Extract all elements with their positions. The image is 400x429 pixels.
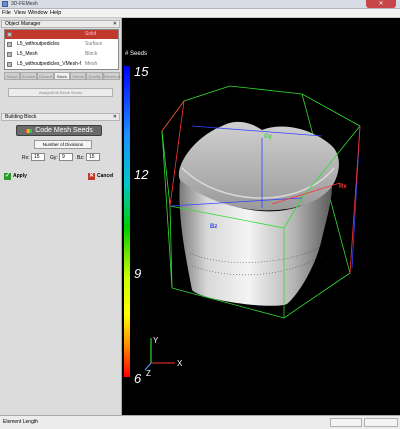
number-of-divisions-button[interactable]: Number of Divisions xyxy=(34,140,92,149)
status-cell xyxy=(330,418,362,427)
rx-axis-label: Rx xyxy=(339,184,347,190)
gy-label: Gy: xyxy=(50,155,58,161)
object-row-block[interactable]: L5_Mesh Block xyxy=(5,50,118,59)
object-type: Block xyxy=(85,51,98,57)
orientation-triad: Y X Z xyxy=(144,336,183,378)
object-manager-header: Object Manager ✕ xyxy=(1,20,120,28)
object-manager-title: Object Manager xyxy=(5,21,41,27)
object-row-mesh[interactable]: L5_withoutpedicles_VMesh-f Mesh xyxy=(5,60,118,69)
bz-label: Bz: xyxy=(77,155,85,161)
object-manager-close-icon[interactable]: ✕ xyxy=(112,21,117,27)
bz-axis-label: Bz xyxy=(210,224,217,230)
building-block-header: Building Block ✕ xyxy=(1,113,120,121)
object-icon xyxy=(7,62,12,67)
menu-window[interactable]: Window xyxy=(28,10,48,16)
apply-button[interactable]: ✓ Apply xyxy=(4,172,34,181)
tab-dissect[interactable]: Dissect xyxy=(37,72,54,80)
left-panel: Object Manager ✕ Solid L5_withoutpedicle… xyxy=(0,18,122,415)
tool-tabs: Shape Surface Dissect Block Seeds Qualit… xyxy=(4,72,121,80)
object-name: L5_Mesh xyxy=(17,51,38,57)
menu-help[interactable]: Help xyxy=(50,10,62,16)
colorbar-tick-9: 9 xyxy=(134,266,141,281)
tab-shape[interactable]: Shape xyxy=(4,72,20,80)
gy-input[interactable]: 9 xyxy=(59,153,73,161)
y-axis-label: Y xyxy=(153,336,159,345)
3d-viewport[interactable]: # Seeds 15 12 9 6 xyxy=(122,18,400,415)
check-icon: ✓ xyxy=(4,173,11,180)
rx-input[interactable]: 15 xyxy=(31,153,45,161)
object-name: L5_withoutpedicles xyxy=(17,41,60,47)
close-icon: ✕ xyxy=(88,173,95,180)
colorbar-tick-6: 6 xyxy=(134,371,142,386)
viewport-canvas[interactable]: # Seeds 15 12 9 6 xyxy=(122,18,400,415)
bz-input[interactable]: 15 xyxy=(86,153,100,161)
object-type: Mesh xyxy=(85,61,98,67)
building-block-title: Building Block xyxy=(5,114,37,120)
app-icon xyxy=(2,1,8,7)
object-icon xyxy=(7,32,12,37)
tab-quality[interactable]: Quality xyxy=(86,72,103,80)
object-row-selected[interactable]: Solid xyxy=(5,30,118,39)
object-type: Solid xyxy=(85,31,97,37)
cancel-button[interactable]: ✕ Cancel xyxy=(88,172,120,181)
tab-block[interactable]: Block xyxy=(54,72,70,80)
gy-axis-label: Gy xyxy=(264,134,273,140)
code-mesh-seeds-button[interactable]: Code Mesh Seeds xyxy=(16,125,102,136)
colorbar xyxy=(124,66,130,377)
window-title: 3D-FEMesh xyxy=(11,1,38,7)
building-block-close-icon[interactable]: ✕ xyxy=(112,114,117,120)
window-close-icon[interactable]: ✕ xyxy=(366,0,396,8)
color-code-icon xyxy=(26,129,32,133)
assign-block-seeds-button[interactable]: Assign/Edit Block Seeds xyxy=(8,88,113,97)
code-mesh-seeds-label: Code Mesh Seeds xyxy=(35,127,93,134)
object-name: L5_withoutpedicles_VMesh-f xyxy=(17,61,81,67)
colorbar-tick-15: 15 xyxy=(134,64,149,79)
apply-label: Apply xyxy=(13,173,27,179)
title-bar: 3D-FEMesh ✕ xyxy=(0,0,400,9)
object-type: Surface xyxy=(85,41,103,47)
colorbar-tick-12: 12 xyxy=(134,167,149,182)
x-axis-label: X xyxy=(177,359,183,368)
rx-label: Rx: xyxy=(22,155,30,161)
object-list: Solid L5_withoutpedicles Surface L5_Mesh… xyxy=(4,29,119,70)
tab-surface[interactable]: Surface xyxy=(20,72,37,80)
status-text: Element Length xyxy=(3,419,39,425)
menu-file[interactable]: File xyxy=(2,10,11,16)
object-row-surface[interactable]: L5_withoutpedicles Surface xyxy=(5,40,118,49)
object-icon xyxy=(7,52,12,57)
menu-view[interactable]: View xyxy=(14,10,26,16)
status-cell xyxy=(364,418,398,427)
status-bar: Element Length xyxy=(0,415,400,429)
object-icon xyxy=(7,42,12,47)
colorbar-title: # Seeds xyxy=(125,51,147,57)
z-axis-label: Z xyxy=(146,369,151,378)
menu-bar: File View Window Help xyxy=(0,9,400,18)
block-wireframe-front xyxy=(161,100,361,319)
tab-seeds[interactable]: Seeds xyxy=(70,72,86,80)
cancel-label: Cancel xyxy=(97,173,114,179)
vertebra-model xyxy=(178,121,339,306)
tab-elements[interactable]: Elements xyxy=(103,72,121,80)
